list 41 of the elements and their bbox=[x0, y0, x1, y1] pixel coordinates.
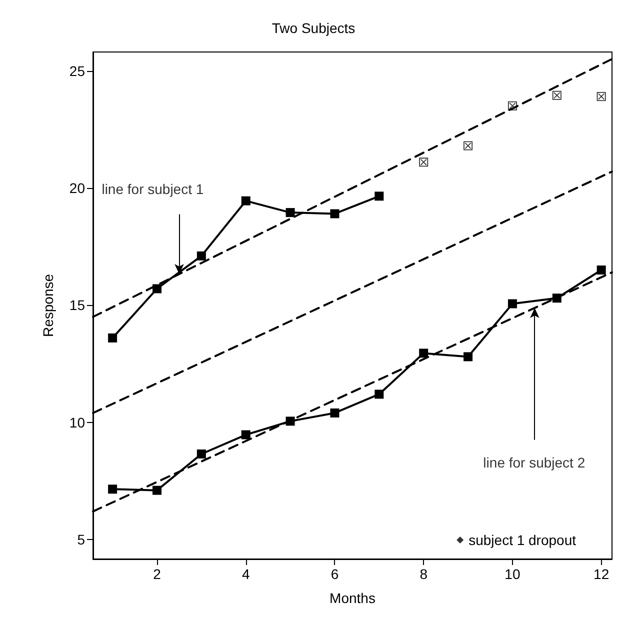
point bbox=[552, 294, 562, 303]
point bbox=[508, 299, 517, 308]
legend-label: subject 1 dropout bbox=[468, 532, 576, 548]
x-tick-label: 2 bbox=[153, 566, 162, 582]
point bbox=[286, 208, 295, 218]
y-tick-label: 15 bbox=[69, 297, 86, 314]
y-tick-label: 5 bbox=[77, 532, 86, 548]
point bbox=[108, 333, 118, 342]
y-axis-title: Response bbox=[40, 274, 56, 338]
point bbox=[152, 486, 162, 495]
point bbox=[596, 92, 606, 102]
point bbox=[152, 284, 162, 294]
x-tick-label: 4 bbox=[242, 566, 250, 582]
annotation: line for subject 1 bbox=[102, 180, 204, 197]
x-tick-label: 8 bbox=[420, 566, 428, 582]
point bbox=[596, 265, 606, 274]
annotation: line for subject 2 bbox=[483, 454, 586, 471]
point bbox=[464, 352, 473, 362]
point bbox=[241, 196, 250, 206]
point bbox=[374, 192, 384, 201]
x-tick-label: 10 bbox=[504, 566, 520, 582]
point bbox=[108, 484, 118, 494]
point bbox=[196, 251, 206, 260]
point bbox=[330, 209, 340, 218]
point bbox=[419, 348, 428, 358]
point bbox=[196, 449, 206, 458]
point bbox=[241, 430, 250, 440]
point bbox=[419, 158, 428, 167]
point bbox=[374, 390, 384, 399]
y-tick-label: 20 bbox=[69, 180, 86, 196]
point bbox=[464, 141, 473, 150]
x-tick-label: 12 bbox=[594, 566, 610, 582]
point bbox=[552, 90, 562, 100]
chart-title: Two Subjects bbox=[272, 20, 356, 36]
x-axis-title: Months bbox=[330, 590, 376, 606]
point bbox=[286, 416, 295, 426]
point bbox=[330, 408, 340, 418]
x-tick-label: 6 bbox=[330, 566, 339, 582]
y-tick-label: 25 bbox=[69, 62, 86, 79]
y-tick-label: 10 bbox=[69, 414, 86, 430]
point bbox=[508, 101, 517, 110]
